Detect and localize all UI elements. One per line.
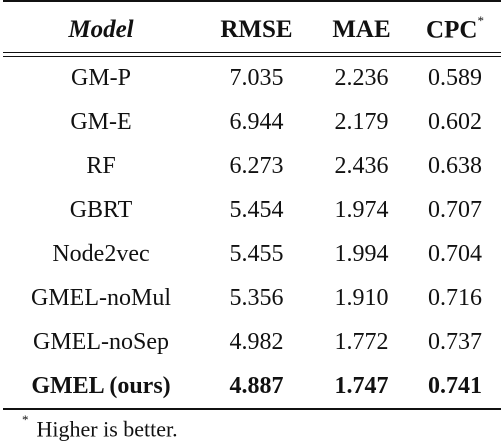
cell-mae: 1.747 (314, 364, 409, 410)
footnote: * Higher is better. (22, 412, 178, 442)
cell-cpc: 0.741 (409, 364, 501, 410)
cell-mae: 1.994 (334, 240, 389, 267)
cell-rmse: 5.455 (229, 240, 284, 267)
cell-cpc: 0.737 (428, 328, 482, 355)
cell-rmse: 5.356 (229, 284, 284, 311)
table-row: Node2vec 5.455 1.994 0.704 (3, 232, 501, 276)
cell-mae: 2.436 (334, 152, 389, 179)
cell-rmse: 6.273 (229, 152, 284, 179)
table-row: GM-E 6.944 2.179 0.602 (3, 100, 501, 144)
header-mae: MAE (332, 16, 391, 43)
header-cpc: CPC* (409, 1, 501, 56)
cell-rmse: 7.035 (229, 64, 284, 91)
header-rule-lower (3, 56, 501, 57)
results-table: Model RMSE MAE CPC* GM-P 7.035 2.236 0.5… (3, 0, 501, 410)
cell-model: GMEL-noSep (33, 328, 169, 355)
header-model: Model (68, 16, 134, 43)
cell-mae: 1.772 (334, 328, 389, 355)
table-row: RF 6.273 2.436 0.638 (3, 144, 501, 188)
cell-mae: 1.974 (334, 196, 389, 223)
header-rmse: RMSE (220, 16, 293, 43)
cell-rmse: 6.944 (229, 108, 284, 135)
header-cpc-label: CPC (426, 16, 478, 44)
table-row: GMEL-noMul 5.356 1.910 0.716 (3, 276, 501, 320)
cell-model: GBRT (69, 196, 133, 223)
cell-cpc: 0.716 (428, 284, 482, 311)
footnote-mark: * (22, 412, 29, 427)
cell-model: GM-E (70, 108, 132, 135)
cell-cpc: 0.704 (428, 240, 482, 267)
table-row-best: GMEL (ours) 4.887 1.747 0.741 (3, 364, 501, 410)
cell-model: GMEL-noMul (31, 284, 171, 311)
header-rule-upper (3, 52, 501, 53)
header-row: Model RMSE MAE CPC* (3, 1, 501, 56)
cell-model: GMEL (ours) (3, 364, 199, 410)
results-table-container: Model RMSE MAE CPC* GM-P 7.035 2.236 0.5… (3, 0, 501, 410)
cell-cpc: 0.707 (428, 196, 482, 223)
cell-rmse: 4.887 (199, 364, 314, 410)
footnote-text: Higher is better. (36, 416, 178, 442)
cell-rmse: 5.454 (229, 196, 284, 223)
cell-rmse: 4.982 (229, 328, 284, 355)
table-row: GBRT 5.454 1.974 0.707 (3, 188, 501, 232)
cell-model: RF (86, 152, 116, 179)
cell-mae: 2.179 (334, 108, 389, 135)
cell-model: GM-P (70, 64, 131, 91)
table-row: GMEL-noSep 4.982 1.772 0.737 (3, 320, 501, 364)
cell-mae: 1.910 (334, 284, 389, 311)
header-cpc-footnote-mark: * (477, 12, 484, 28)
cell-cpc: 0.589 (428, 64, 482, 91)
cell-cpc: 0.638 (428, 152, 482, 179)
table-row: GM-P 7.035 2.236 0.589 (3, 56, 501, 100)
cell-mae: 2.236 (334, 64, 389, 91)
cell-cpc: 0.602 (428, 108, 482, 135)
cell-model: Node2vec (52, 240, 150, 267)
